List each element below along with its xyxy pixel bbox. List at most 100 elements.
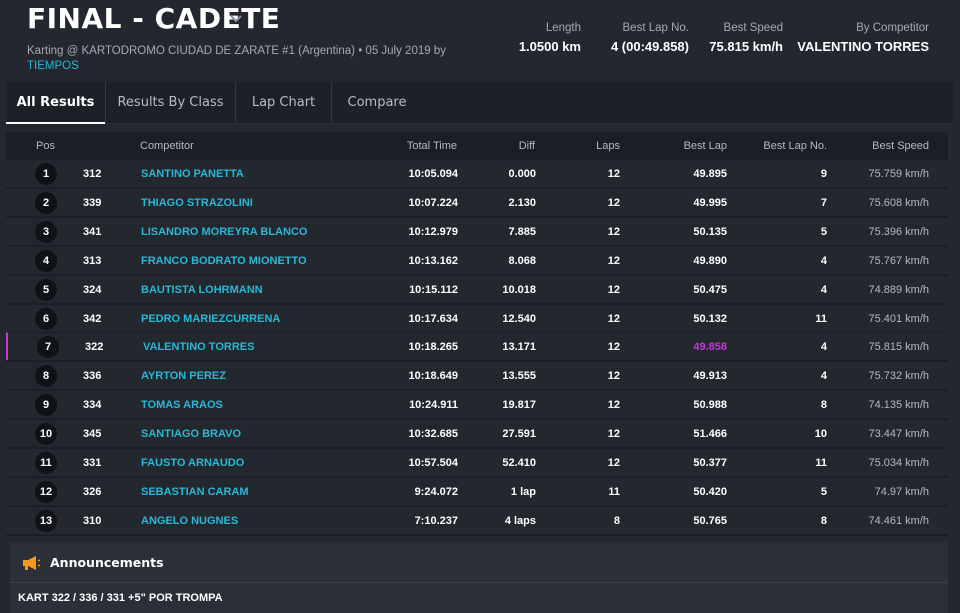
table-row[interactable]: 2 339 THIAGO STRAZOLINI 10:07.224 2.130 12 49.…: [6, 187, 948, 216]
table-row[interactable]: 3 341 LISANDRO MOREYRA BLANCO 10:12.979 7.88…: [6, 216, 948, 245]
best-lap: 49.858: [693, 341, 727, 354]
competitor-name[interactable]: AYRTON PEREZ: [141, 370, 226, 383]
table-row[interactable]: 12 326 SEBASTIAN CARAM 9:24.072 1 lap 11 50.42…: [6, 476, 948, 505]
kart-number: 331: [83, 457, 102, 469]
stat-best-lap-no-label: Best Lap No.: [622, 22, 689, 34]
stat-length: Length 1.0500 km: [519, 22, 581, 54]
diff: 8.068: [508, 254, 536, 267]
laps: 12: [607, 283, 620, 296]
megaphone-icon: [23, 556, 41, 570]
laps: 8: [613, 514, 620, 527]
stat-best-speed: Best Speed 75.815 km/h: [709, 22, 783, 54]
best-lap-no: 11: [815, 312, 827, 325]
laps: 12: [607, 225, 620, 238]
announcements-header: Announcements: [10, 542, 948, 583]
chevron-down-icon[interactable]: [229, 14, 243, 24]
best-speed: 75.732 km/h: [868, 370, 929, 383]
best-lap-no: 5: [820, 485, 827, 498]
tab-compare[interactable]: Compare: [347, 95, 407, 110]
tab-lap-chart[interactable]: Lap Chart: [251, 95, 316, 110]
competitor-name[interactable]: ANGELO NUGNES: [141, 514, 239, 527]
position-badge: 4: [35, 249, 57, 272]
column-header-total-time[interactable]: Total Time: [406, 140, 457, 152]
stat-best-lap-no: Best Lap No. 4 (00:49.858): [611, 22, 689, 54]
best-lap-no: 10: [814, 428, 827, 441]
kart-number: 342: [83, 312, 102, 325]
position-badge: 3: [35, 220, 57, 243]
laps: 12: [607, 457, 620, 469]
best-speed: 74.889 km/h: [868, 283, 929, 296]
best-lap-no: 8: [820, 399, 827, 412]
competitor-name[interactable]: FRANCO BODRATO MIONETTO: [141, 254, 307, 267]
competitor-name[interactable]: PEDRO MARIEZCURRENA: [141, 312, 281, 325]
column-header-best-speed[interactable]: Best Speed: [872, 140, 929, 152]
table-row[interactable]: 1 312 SANTINO PANETTA 10:05.094 0.000 12 49.89…: [6, 159, 948, 187]
laps: 12: [607, 341, 620, 354]
competitor-name[interactable]: SANTINO PANETTA: [141, 168, 244, 180]
tab-divider: [331, 82, 332, 124]
table-row[interactable]: 10 345 SANTIAGO BRAVO 10:32.685 27.591 12 51.4…: [6, 419, 948, 448]
competitor-name[interactable]: LISANDRO MOREYRA BLANCO: [141, 225, 308, 238]
best-lap: 50.135: [693, 225, 727, 238]
diff: 12.540: [502, 312, 536, 325]
position-badge: 1: [35, 163, 57, 185]
competitor-name[interactable]: SEBASTIAN CARAM: [141, 485, 249, 498]
competitor-name[interactable]: VALENTINO TORRES: [143, 341, 255, 354]
competitor-name[interactable]: FAUSTO ARNAUDO: [141, 457, 245, 469]
stat-by-competitor-label: By Competitor: [856, 22, 929, 34]
table-row[interactable]: 4 313 FRANCO BODRATO MIONETTO 10:13.162 8.06…: [6, 245, 948, 274]
table-row[interactable]: 11 331 FAUSTO ARNAUDO 10:57.504 52.410 12 50.3…: [6, 448, 948, 476]
best-lap: 50.132: [693, 312, 727, 325]
total-time: 10:13.162: [408, 254, 458, 267]
best-lap-no: 4: [820, 254, 827, 267]
position-badge: 12: [35, 480, 57, 503]
best-lap: 50.475: [693, 283, 727, 296]
tab-results-by-class[interactable]: Results By Class: [117, 95, 224, 110]
kart-number: 345: [83, 428, 102, 441]
results-tabs: All Results Results By Class Lap Chart C…: [6, 82, 954, 124]
diff: 10.018: [502, 283, 536, 296]
column-header-pos[interactable]: Pos: [36, 140, 55, 152]
total-time: 10:07.224: [408, 196, 458, 209]
laps: 12: [607, 196, 620, 209]
best-lap: 49.913: [693, 370, 727, 383]
position-badge: 9: [35, 394, 57, 417]
column-header-best-lap[interactable]: Best Lap: [683, 140, 727, 152]
competitor-name[interactable]: SANTIAGO BRAVO: [141, 428, 242, 441]
table-row[interactable]: 6 342 PEDRO MARIEZCURRENA 10:17.634 12.540 12…: [6, 303, 948, 332]
table-row[interactable]: 7 322 VALENTINO TORRES 10:18.265 13.171 12 49.…: [6, 332, 948, 361]
results-table: Pos Competitor Total Time Diff Laps Best…: [6, 132, 948, 536]
table-row[interactable]: 5 324 BAUTISTA LOHRMANN 10:15.112 10.018 12 50…: [6, 274, 948, 303]
best-lap-no: 4: [820, 370, 827, 383]
total-time: 10:18.265: [408, 341, 458, 354]
table-row[interactable]: 8 336 AYRTON PEREZ 10:18.649 13.555 12 49.913 4…: [6, 361, 948, 390]
total-time: 10:24.911: [409, 399, 458, 412]
tab-all-results[interactable]: All Results: [6, 82, 105, 124]
position-badge: 2: [35, 191, 57, 214]
organizer-link[interactable]: TIEMPOS: [27, 60, 79, 72]
kart-number: 339: [83, 196, 102, 209]
best-speed: 74.135 km/h: [868, 399, 929, 412]
competitor-name[interactable]: THIAGO STRAZOLINI: [141, 196, 253, 209]
table-row[interactable]: 13 310 ANGELO NUGNES 7:10.237 4 laps 8 50.765 8…: [6, 505, 948, 534]
diff: 13.171: [502, 341, 536, 354]
stat-best-speed-label: Best Speed: [723, 22, 783, 34]
position-badge: 5: [35, 278, 57, 301]
position-badge: 13: [35, 509, 57, 532]
table-row[interactable]: 9 334 TOMAS ARAOS 10:24.911 19.817 12 50.988 8 7…: [6, 390, 948, 419]
announcement-text: KART 322 / 336 / 331 +5" POR TROMPA: [18, 592, 223, 604]
column-header-competitor[interactable]: Competitor: [140, 140, 194, 152]
position-badge: 10: [35, 423, 57, 446]
laps: 12: [607, 370, 620, 383]
laps: 12: [607, 312, 620, 325]
best-speed: 73.447 km/h: [868, 428, 929, 441]
column-header-best-lap-no[interactable]: Best Lap No.: [763, 140, 827, 152]
best-speed: 75.401 km/h: [868, 312, 929, 325]
column-header-laps[interactable]: Laps: [596, 140, 620, 152]
position-badge: 7: [37, 336, 59, 359]
best-lap: 50.988: [693, 399, 727, 412]
column-header-diff[interactable]: Diff: [518, 140, 535, 152]
kart-number: 341: [83, 225, 102, 238]
competitor-name[interactable]: TOMAS ARAOS: [141, 399, 223, 412]
competitor-name[interactable]: BAUTISTA LOHRMANN: [141, 283, 263, 296]
